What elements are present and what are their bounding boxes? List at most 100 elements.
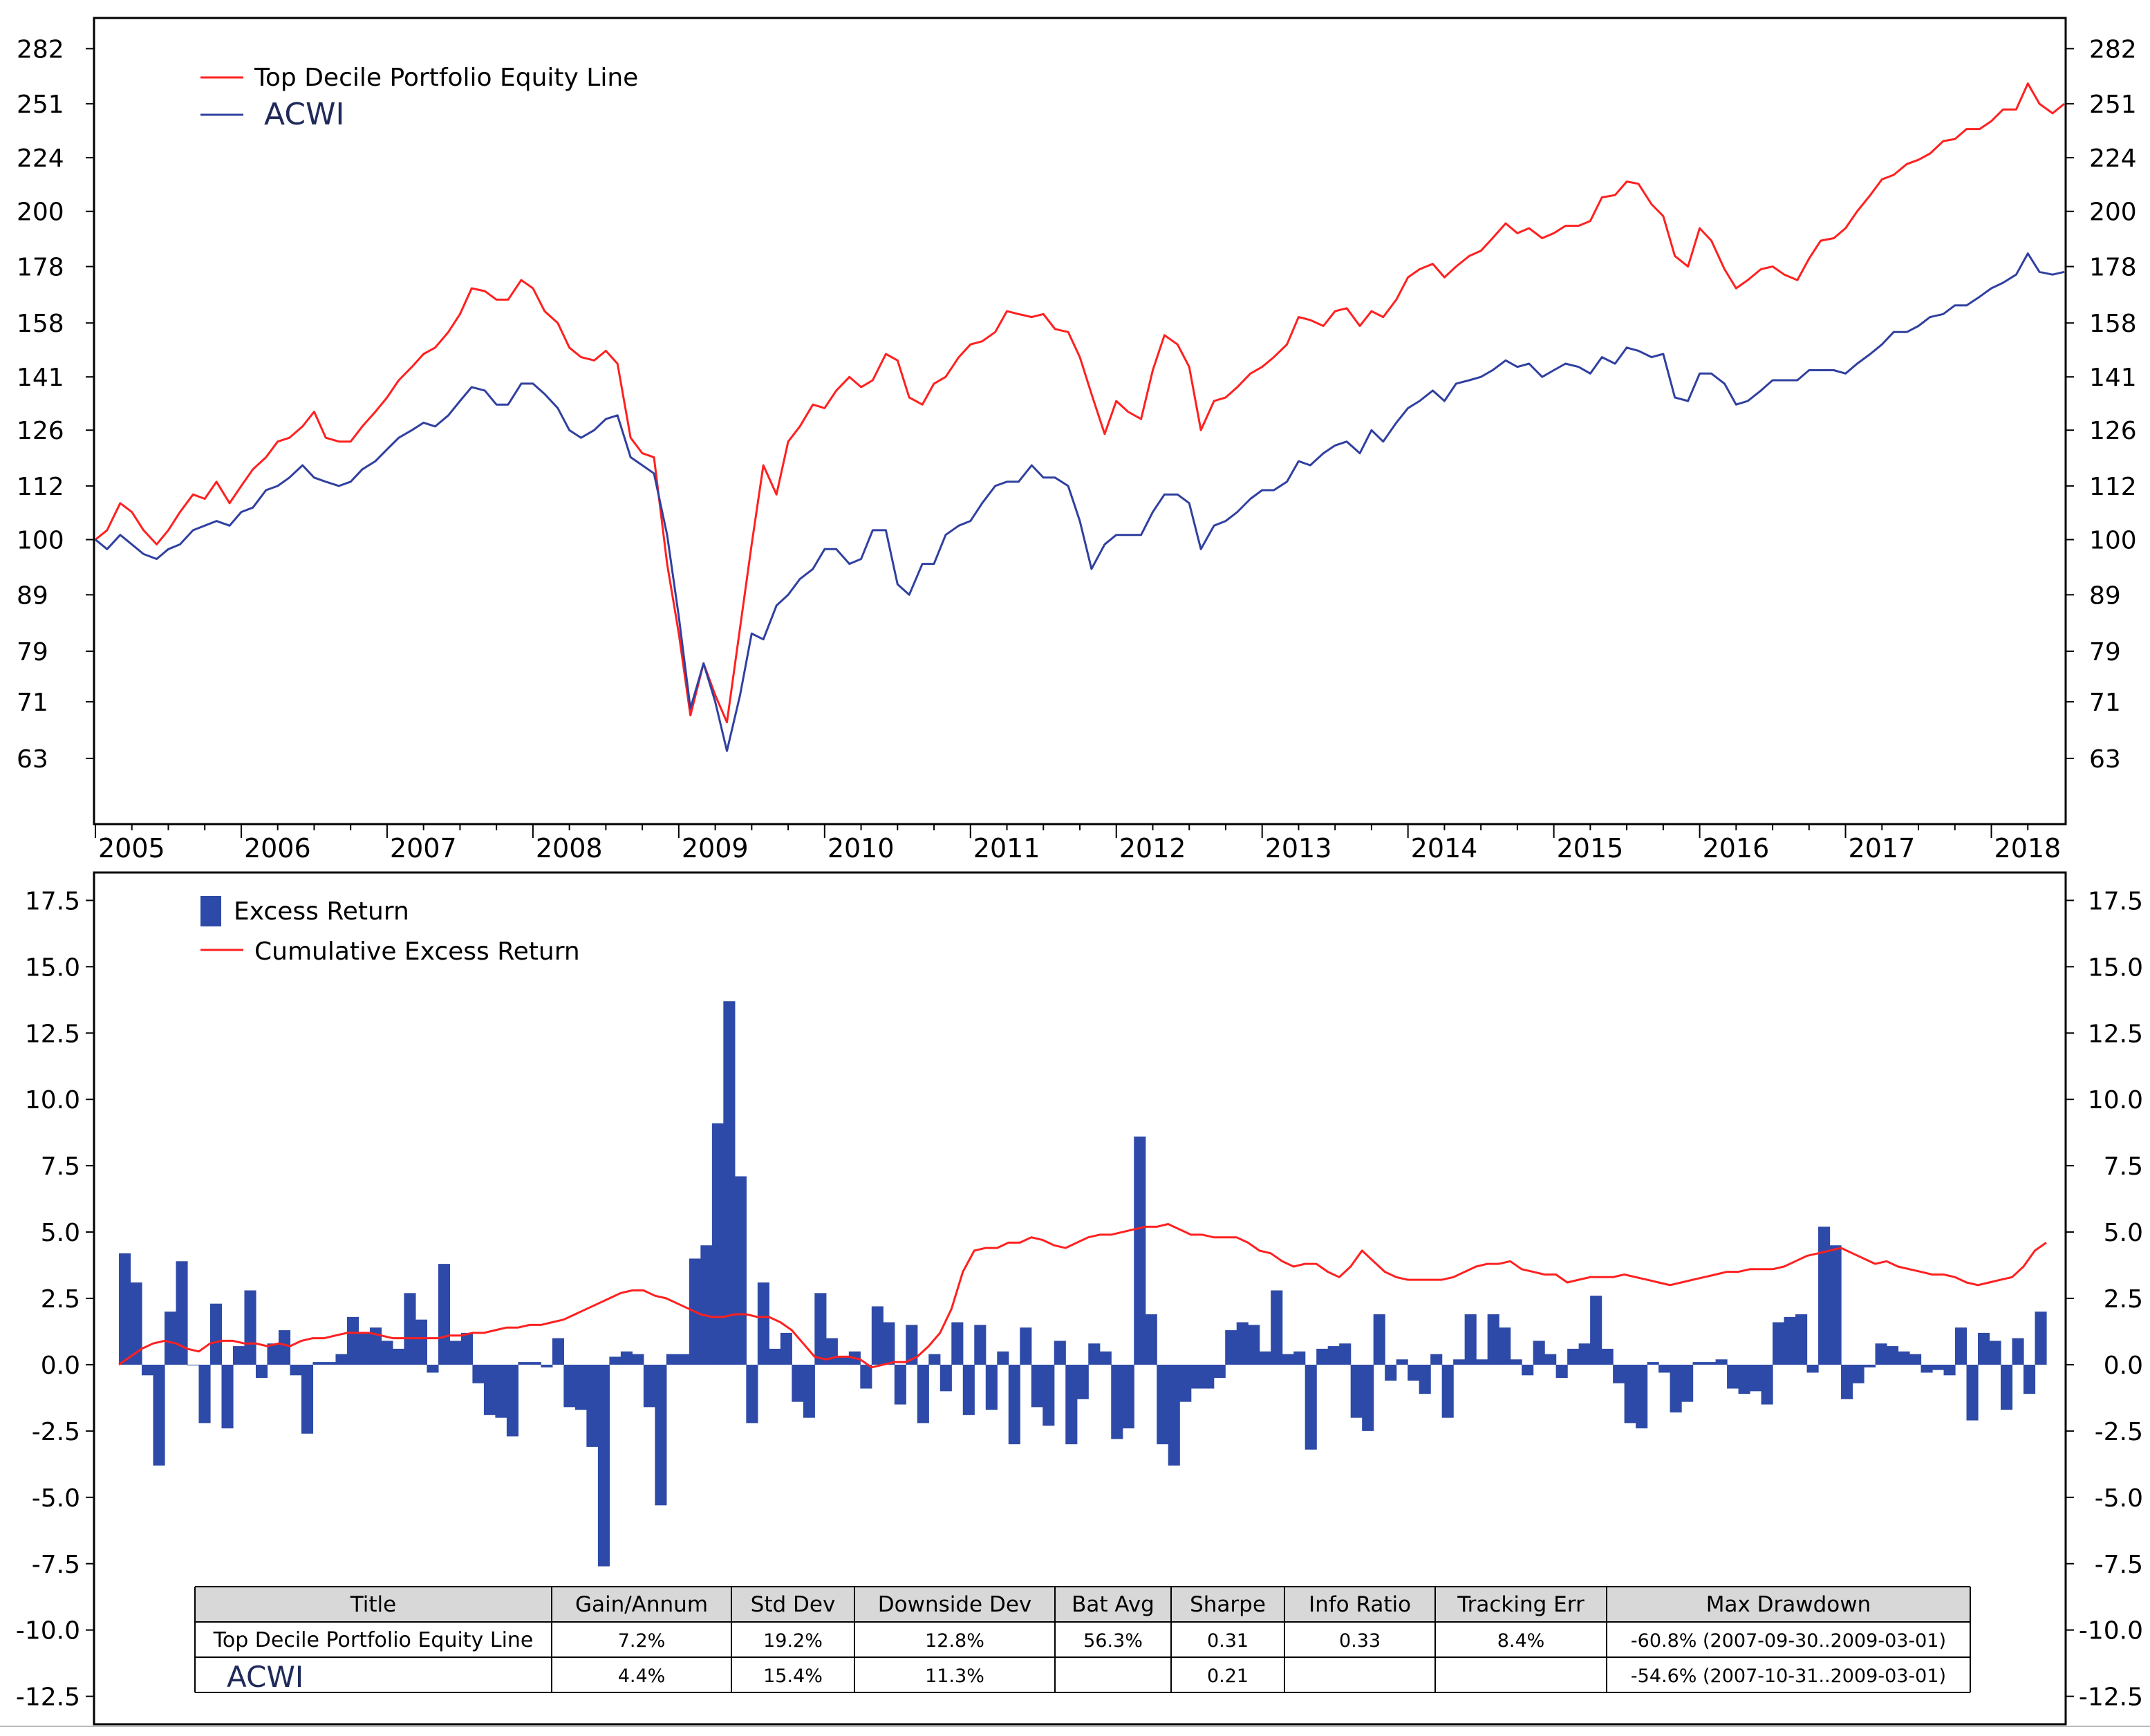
excess-return-bar <box>1145 1314 1157 1365</box>
equity-y-tick-label: 178 <box>17 254 64 282</box>
equity-y-tick-label: 89 <box>17 581 48 610</box>
excess-return-bar <box>643 1364 655 1408</box>
excess-return-bar <box>335 1354 348 1365</box>
excess-left-y-axis: 17.5 15.0 12.5 10.0 7.5 5.0 2.5 0.0 -2.5 -5.0 -7.5… <box>16 887 94 1712</box>
equity-y-tick-label: 282 <box>2089 35 2137 64</box>
excess-return-bar <box>1522 1364 1534 1376</box>
equity-y-tick-label: 178 <box>2089 254 2137 282</box>
equity-x-tick-label: 2010 <box>828 833 895 864</box>
excess-return-bar <box>1293 1351 1306 1365</box>
equity-x-axis: 2005 2006 2007 2008 2009 2010 2011 2012 2013 2014… <box>95 824 2061 864</box>
excess-return-bar <box>1715 1359 1728 1365</box>
equity-chart: 282 251 224 200 178 158 141 126 112 100 89 79 71 63 2… <box>17 17 2137 864</box>
excess-return-bar <box>1898 1351 1910 1365</box>
excess-return-bar <box>871 1306 884 1365</box>
table-cell: ACWI <box>227 1660 303 1694</box>
excess-return-bar <box>529 1362 541 1365</box>
excess-return-bar <box>609 1356 621 1365</box>
excess-return-bars <box>119 1001 2047 1567</box>
excess-return-bar <box>1943 1364 1956 1376</box>
excess-y-tick-label: 0.0 <box>41 1352 80 1380</box>
excess-return-bar <box>597 1364 610 1567</box>
excess-y-tick-label: -5.0 <box>2095 1484 2143 1513</box>
excess-return-bar <box>244 1290 256 1365</box>
excess-return-bar <box>563 1364 576 1408</box>
excess-return-bar <box>472 1364 485 1383</box>
equity-y-tick-label: 71 <box>2089 689 2121 717</box>
excess-return-bar <box>803 1364 815 1418</box>
excess-return-bar <box>1111 1364 1123 1439</box>
excess-y-tick-label: 12.5 <box>25 1020 80 1048</box>
legend-acwi-label: ACWI <box>264 97 345 132</box>
excess-return-bar <box>883 1322 895 1365</box>
excess-y-tick-label: -12.5 <box>2079 1683 2143 1712</box>
excess-return-bar <box>301 1364 314 1434</box>
excess-return-bar <box>312 1362 325 1365</box>
equity-y-tick-label: 224 <box>17 144 64 173</box>
excess-y-tick-label: 10.0 <box>2088 1086 2143 1114</box>
excess-legend: Excess Return Cumulative Excess Return <box>200 896 580 966</box>
excess-return-bar <box>962 1364 975 1415</box>
equity-y-tick-label: 158 <box>2089 310 2137 338</box>
excess-y-tick-label: 7.5 <box>41 1152 80 1181</box>
table-cell: 12.8% <box>925 1630 984 1652</box>
excess-return-bar <box>209 1303 223 1365</box>
excess-return-bar <box>1590 1296 1602 1365</box>
excess-return-bar <box>1704 1362 1717 1365</box>
acwi-line <box>95 252 2065 752</box>
excess-return-bar <box>1636 1364 1648 1429</box>
excess-return-bar <box>1510 1359 1522 1365</box>
excess-return-bar <box>928 1354 941 1365</box>
table-cell: -54.6% (2007-10-31..2009-03-01) <box>1631 1665 1946 1687</box>
excess-return-bar <box>974 1325 987 1365</box>
excess-return-bar <box>221 1364 234 1429</box>
excess-return-bar <box>392 1348 405 1365</box>
portfolio-equity-line <box>95 82 2065 724</box>
excess-return-bar <box>130 1282 142 1365</box>
equity-x-tick-label: 2011 <box>973 833 1040 864</box>
excess-return-bar <box>119 1253 131 1365</box>
equity-y-tick-label: 224 <box>2089 144 2137 173</box>
excess-return-bar <box>814 1293 827 1365</box>
excess-return-bar <box>1076 1364 1089 1399</box>
statistics-table: Title Gain/Annum Std Dev Downside Dev Bat Av… <box>194 1586 1971 1694</box>
excess-return-bar <box>1213 1364 1226 1379</box>
excess-return-bar <box>1567 1348 1580 1365</box>
excess-return-bar <box>1464 1314 1477 1365</box>
excess-return-bar <box>757 1282 769 1365</box>
excess-return-bar <box>792 1364 804 1402</box>
excess-y-tick-label: 2.5 <box>41 1285 80 1314</box>
excess-return-bar <box>460 1332 474 1365</box>
equity-y-tick-label: 200 <box>2089 198 2137 227</box>
equity-y-tick-label: 141 <box>17 364 64 392</box>
equity-right-y-axis: 282 251 224 200 178 158 141 126 112 100 89 79 71 63 <box>2066 35 2137 774</box>
excess-return-bar <box>1190 1364 1203 1389</box>
excess-return-bar <box>620 1351 633 1365</box>
excess-return-bar <box>1784 1316 1796 1365</box>
equity-x-tick-label: 2005 <box>98 833 165 864</box>
excess-return-bar <box>1396 1359 1408 1365</box>
excess-return-bar <box>734 1176 747 1365</box>
excess-return-bar <box>1555 1364 1568 1379</box>
excess-return-bar <box>324 1362 337 1365</box>
excess-return-bar <box>1008 1364 1020 1445</box>
excess-return-bar <box>586 1364 599 1447</box>
excess-y-tick-label: -10.0 <box>2079 1617 2143 1645</box>
excess-return-bar <box>1259 1351 1271 1365</box>
excess-return-bar <box>1350 1364 1363 1418</box>
excess-return-bar <box>1339 1343 1352 1365</box>
excess-return-bar <box>278 1330 291 1365</box>
excess-return-bar <box>518 1362 530 1365</box>
excess-return-bar <box>780 1332 792 1365</box>
equity-y-tick-label: 79 <box>17 638 48 666</box>
equity-x-tick-label: 2012 <box>1119 833 1186 864</box>
excess-return-bar <box>1327 1346 1340 1365</box>
excess-y-tick-label: 5.0 <box>2104 1219 2143 1247</box>
excess-return-bar <box>997 1351 1009 1365</box>
excess-return-bar <box>1750 1364 1762 1392</box>
table-header-background <box>195 1587 1970 1622</box>
table-cell: 56.3% <box>1083 1630 1143 1652</box>
excess-return-bar <box>290 1364 302 1376</box>
table-header-cell: Std Dev <box>751 1592 836 1617</box>
excess-return-bar <box>666 1354 678 1365</box>
